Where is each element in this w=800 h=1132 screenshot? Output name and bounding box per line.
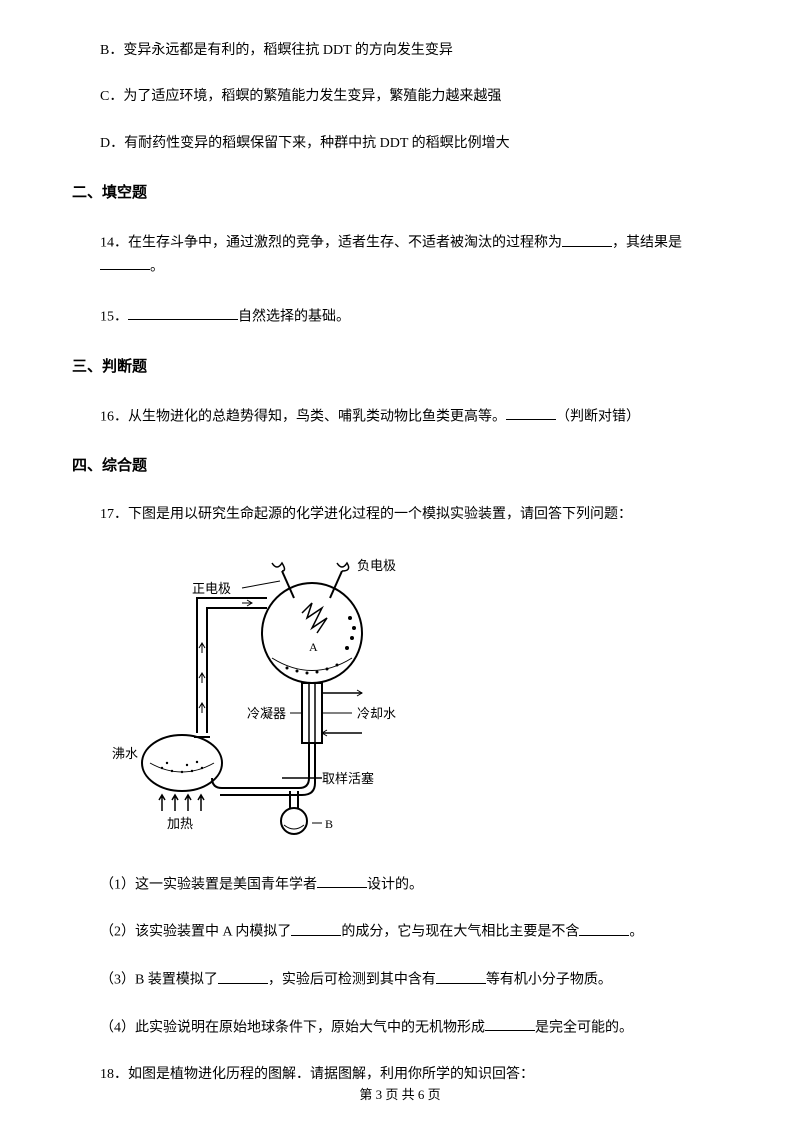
option-d: D．有耐药性变异的稻螟保留下来，种群中抗 DDT 的稻螟比例增大 (72, 133, 728, 155)
q14-blank-2[interactable] (100, 255, 150, 270)
q14-blank-1[interactable] (562, 231, 612, 246)
q17-num: 17． (100, 507, 128, 522)
diagram-label-a: A (309, 640, 318, 654)
q17-s4-0: （4）此实验说明在原始地球条件下，原始大气中的无机物形成 (100, 1020, 485, 1035)
q18-text: 如图是植物进化历程的图解．请据图解，利用你所学的知识回答： (128, 1067, 534, 1082)
question-14: 14．在生存斗争中，通过激烈的竞争，适者生存、不适者被淘汰的过程称为 ，其结果是。 (72, 231, 728, 279)
diagram-label-pos-electrode: 正电极 (192, 581, 231, 596)
q18-num: 18． (100, 1067, 128, 1082)
q15-text-1: 自然选择的基础。 (238, 309, 350, 324)
q17-s1-1: 设计的。 (367, 877, 423, 892)
diagram-label-stopper: 取样活塞 (322, 771, 374, 786)
question-15: 15． 自然选择的基础。 (72, 305, 728, 329)
q14-text-1: ，其结果是 (612, 236, 682, 251)
q14-text-0: 在生存斗争中，通过激烈的竞争，适者生存、不适者被淘汰的过程称为 (128, 236, 562, 251)
q17-s3-2: 等有机小分子物质。 (486, 973, 612, 988)
q14-num: 14． (100, 236, 128, 251)
q17-s4-blank[interactable] (485, 1016, 535, 1031)
q17-s3-blank1[interactable] (218, 968, 268, 983)
question-16: 16．从生物进化的总趋势得知，鸟类、哺乳类动物比鱼类更高等。 （判断对错） (72, 405, 728, 429)
q17-s1-0: （1）这一实验装置是美国青年学者 (100, 877, 317, 892)
q15-blank-1[interactable] (128, 305, 238, 320)
section-3-heading: 三、判断题 (72, 355, 728, 379)
q17-s3-blank2[interactable] (436, 968, 486, 983)
diagram-label-boiling: 沸水 (112, 746, 138, 761)
q17-sub-1: （1）这一实验装置是美国青年学者 设计的。 (72, 873, 728, 897)
page-footer: 第 3 页 共 6 页 (0, 1085, 800, 1106)
q17-s2-blank1[interactable] (291, 920, 341, 935)
q17-sub-4: （4）此实验说明在原始地球条件下，原始大气中的无机物形成 是完全可能的。 (72, 1016, 728, 1040)
option-b: B．变异永远都是有利的，稻螟往抗 DDT 的方向发生变异 (72, 40, 728, 62)
q16-num: 16． (100, 409, 128, 424)
q17-s1-blank[interactable] (317, 873, 367, 888)
q17-sub-2: （2）该实验装置中 A 内模拟了 的成分，它与现在大气相比主要是不含 。 (72, 920, 728, 944)
miller-urey-apparatus-svg: A 正电极 负电极 沸水 加热 (112, 553, 432, 853)
q17-s2-0: （2）该实验装置中 A 内模拟了 (100, 925, 291, 940)
q17-s2-1: 的成分，它与现在大气相比主要是不含 (341, 925, 579, 940)
q17-s3-0: （3）B 装置模拟了 (100, 973, 218, 988)
q17-s3-1: ，实验后可检测到其中含有 (268, 973, 436, 988)
diagram-label-neg-electrode: 负电极 (357, 558, 396, 573)
q16-text-0: 从生物进化的总趋势得知，鸟类、哺乳类动物比鱼类更高等。 (128, 409, 506, 424)
q17-sub-3: （3）B 装置模拟了 ，实验后可检测到其中含有 等有机小分子物质。 (72, 968, 728, 992)
q15-num: 15． (100, 309, 128, 324)
section-4-heading: 四、综合题 (72, 454, 728, 478)
diagram-label-b: B (325, 817, 333, 831)
q16-text-1: （判断对错） (556, 409, 640, 424)
question-18: 18．如图是植物进化历程的图解．请据图解，利用你所学的知识回答： (72, 1064, 728, 1086)
q17-s2-2: 。 (629, 925, 643, 940)
experiment-diagram: A 正电极 负电极 沸水 加热 (112, 553, 728, 853)
section-2-heading: 二、填空题 (72, 181, 728, 205)
question-17: 17．下图是用以研究生命起源的化学进化过程的一个模拟实验装置，请回答下列问题： (72, 504, 728, 526)
diagram-label-condenser: 冷凝器 (247, 706, 286, 721)
q17-s4-1: 是完全可能的。 (535, 1020, 633, 1035)
q16-blank-1[interactable] (506, 405, 556, 420)
q17-s2-blank2[interactable] (579, 920, 629, 935)
diagram-label-cooling: 冷却水 (357, 706, 396, 721)
q14-text-2: 。 (150, 259, 164, 274)
option-c: C．为了适应环境，稻螟的繁殖能力发生变异，繁殖能力越来越强 (72, 86, 728, 108)
q17-text: 下图是用以研究生命起源的化学进化过程的一个模拟实验装置，请回答下列问题： (128, 507, 632, 522)
diagram-label-heating: 加热 (167, 816, 193, 831)
